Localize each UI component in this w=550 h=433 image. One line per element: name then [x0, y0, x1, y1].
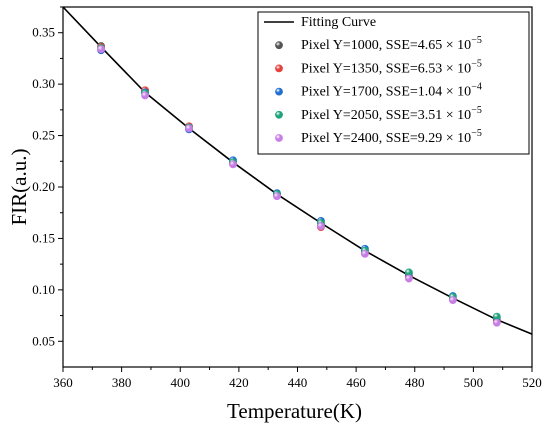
legend-fit-label: Fitting Curve: [301, 15, 376, 30]
x-tick-label: 500: [464, 375, 484, 390]
y-axis-title: FIR(a.u.): [7, 149, 31, 226]
data-point-pixel-y-2400: [97, 45, 106, 54]
data-point-pixel-y-2400: [185, 124, 193, 133]
x-tick-label: 420: [229, 375, 249, 390]
x-tick-label: 440: [288, 375, 308, 390]
x-tick-label: 400: [171, 375, 191, 390]
y-tick-label: 0.10: [32, 282, 55, 297]
legend-series-label: Pixel Y=1700, SSE=1.04 × 10−4: [301, 82, 482, 100]
legend-series-label: Pixel Y=2400, SSE=9.29 × 10−5: [301, 128, 482, 146]
data-point-pixel-y-2400: [229, 160, 237, 169]
legend-series-label: Pixel Y=1350, SSE=6.53 × 10−5: [301, 58, 482, 76]
legend-box: [257, 11, 530, 155]
data-point-pixel-y-2400: [404, 274, 413, 283]
y-tick-label: 0.25: [32, 128, 55, 143]
y-tick-label: 0.15: [32, 230, 55, 245]
x-tick-label: 460: [346, 375, 366, 390]
x-tick-label: 360: [53, 375, 73, 390]
y-tick-label: 0.20: [32, 179, 55, 194]
x-tick-label: 380: [112, 375, 132, 390]
data-point-pixel-y-2400: [492, 318, 501, 327]
x-tick-label: 520: [522, 375, 542, 390]
data-point-pixel-y-2400: [317, 222, 325, 230]
legend-series-label: Pixel Y=1000, SSE=4.65 × 10−5: [301, 35, 482, 53]
x-tick-label: 480: [405, 375, 425, 390]
data-point-pixel-y-2400: [448, 296, 457, 305]
legend-marker: [275, 87, 283, 96]
fitting-curve-line: [63, 7, 532, 335]
data-point-pixel-y-2400: [361, 249, 369, 258]
data-point-pixel-y-2400: [141, 91, 149, 100]
y-tick-label: 0.30: [32, 76, 55, 91]
legend-marker: [275, 134, 283, 142]
x-axis-title: Temperature(K): [227, 399, 362, 423]
legend: Fitting Curve Pixel Y=1000, SSE=4.65 × 10…: [257, 11, 530, 155]
legend-marker: [275, 41, 283, 50]
legend-marker: [275, 110, 283, 119]
y-tick-label: 0.05: [32, 333, 55, 348]
data-point-pixel-y-2400: [273, 192, 281, 201]
legend-marker: [275, 64, 283, 73]
legend-series-label: Pixel Y=2050, SSE=3.51 × 10−5: [301, 105, 482, 123]
y-tick-label: 0.35: [32, 25, 55, 40]
